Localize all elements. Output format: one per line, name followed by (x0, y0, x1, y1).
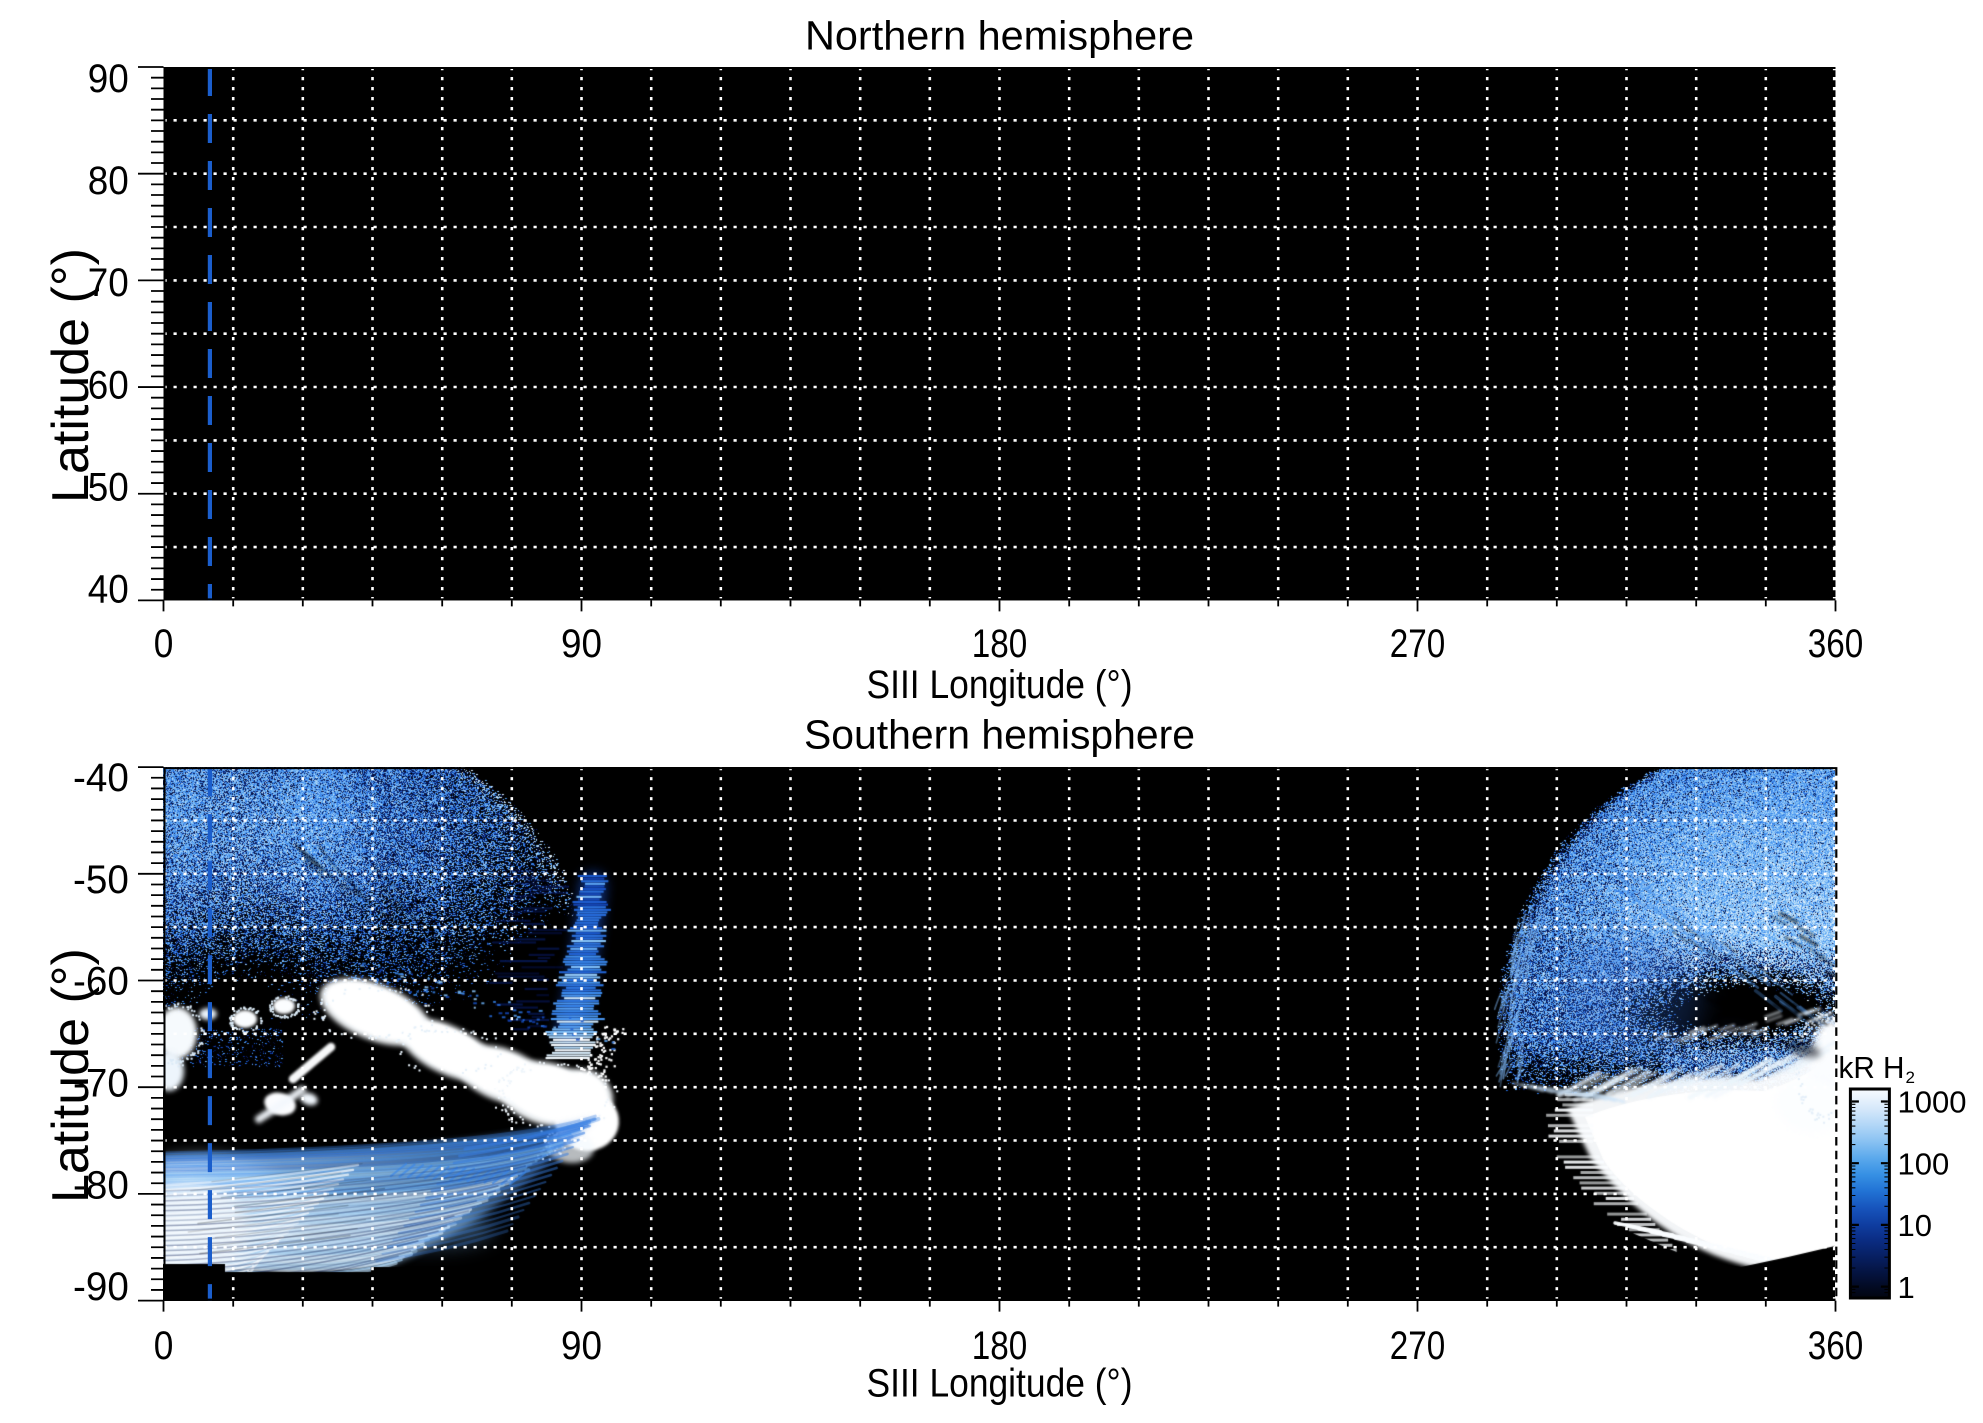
svg-text:SIII Longitude (°): SIII Longitude (°) (867, 663, 1133, 707)
svg-text:Latitude (°): Latitude (°) (42, 248, 100, 503)
svg-text:1000: 1000 (1898, 1085, 1967, 1120)
svg-text:40: 40 (88, 568, 129, 612)
svg-text:70: 70 (88, 261, 129, 305)
svg-text:60: 60 (88, 363, 129, 407)
svg-text:80: 80 (88, 159, 129, 203)
svg-text:270: 270 (1390, 1324, 1446, 1368)
svg-text:SIII Longitude (°): SIII Longitude (°) (867, 1361, 1133, 1405)
svg-text:360: 360 (1808, 622, 1864, 666)
svg-text:90: 90 (561, 622, 602, 666)
svg-text:180: 180 (972, 1324, 1028, 1368)
svg-text:-50: -50 (73, 858, 129, 902)
svg-text:10: 10 (1898, 1208, 1932, 1243)
svg-text:-40: -40 (73, 756, 129, 800)
svg-text:0: 0 (154, 1324, 174, 1368)
svg-text:Latitude (°): Latitude (°) (42, 948, 100, 1203)
svg-text:kR H: kR H (1839, 1050, 1905, 1085)
svg-text:2: 2 (1906, 1068, 1915, 1087)
svg-text:-80: -80 (73, 1163, 129, 1207)
svg-text:270: 270 (1390, 622, 1446, 666)
svg-text:90: 90 (88, 57, 129, 101)
svg-text:-90: -90 (73, 1265, 129, 1309)
svg-text:100: 100 (1898, 1146, 1950, 1181)
svg-text:50: 50 (88, 465, 129, 509)
svg-text:-70: -70 (73, 1062, 129, 1106)
svg-text:180: 180 (972, 622, 1028, 666)
svg-text:Northern hemisphere: Northern hemisphere (805, 12, 1194, 58)
svg-text:1: 1 (1898, 1270, 1915, 1305)
svg-text:90: 90 (561, 1324, 602, 1368)
svg-text:360: 360 (1808, 1324, 1864, 1368)
svg-text:-60: -60 (73, 960, 129, 1004)
svg-text:Southern hemisphere: Southern hemisphere (804, 711, 1195, 757)
svg-text:0: 0 (154, 622, 174, 666)
